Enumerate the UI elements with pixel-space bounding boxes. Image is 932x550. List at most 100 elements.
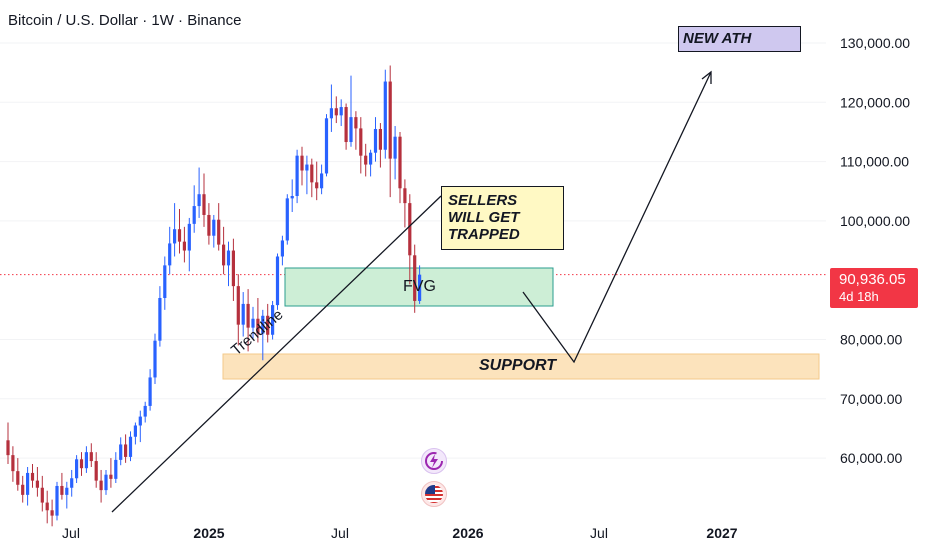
candle-body: [124, 444, 128, 457]
candle-body: [148, 377, 152, 406]
candle-body: [222, 244, 226, 266]
chart-title: Bitcoin / U.S. Dollar · 1W · Binance: [8, 12, 242, 29]
candle-body: [50, 510, 54, 516]
new-ath-note[interactable]: NEW ATH: [678, 26, 801, 52]
candle-body: [55, 485, 59, 516]
support-zone[interactable]: [222, 353, 820, 380]
candle-body: [280, 240, 284, 257]
candle-body: [359, 128, 363, 156]
candle-body: [21, 484, 25, 495]
candle-body: [84, 452, 88, 469]
x-tick-label: Jul: [590, 525, 608, 541]
candle-body: [119, 444, 123, 460]
x-tick-label: 2025: [193, 525, 224, 541]
candle-body: [315, 182, 319, 189]
sellers-trapped-text: SELLERS WILL GET TRAPPED: [448, 192, 520, 243]
candle-body: [133, 425, 137, 437]
candle-body: [65, 487, 69, 495]
candle-body: [109, 474, 113, 479]
candle-body: [168, 243, 172, 266]
trendline[interactable]: [111, 195, 442, 513]
candle-body: [334, 108, 338, 116]
candle-body: [373, 128, 378, 153]
candle-body: [310, 164, 314, 183]
candle-body: [246, 303, 250, 328]
candle-body: [187, 223, 191, 251]
candle-body: [285, 198, 289, 241]
candle-body: [153, 340, 157, 378]
candle-body: [104, 474, 108, 491]
candle-body: [60, 485, 64, 495]
candle-body: [251, 318, 255, 328]
x-axis: Jul 2025 Jul 2026 Jul 2027: [62, 525, 738, 541]
y-tick-label: 60,000.00: [840, 450, 902, 466]
candle-body: [138, 416, 142, 426]
candle-body: [182, 241, 186, 251]
candle-countdown: 4d 18h: [839, 289, 879, 304]
candle-body: [364, 155, 368, 165]
candle-body: [393, 136, 397, 159]
candle-body: [79, 459, 84, 469]
candle-body: [398, 136, 402, 189]
candle-body: [89, 452, 93, 462]
candle-body: [300, 155, 304, 171]
candle-body: [6, 440, 10, 456]
candle-body: [266, 315, 270, 335]
candle-body: [114, 459, 118, 479]
candle-body: [320, 173, 324, 189]
candle-body: [26, 472, 30, 495]
candle-body: [173, 229, 177, 244]
candle-body: [383, 81, 387, 150]
x-tick-label: 2027: [706, 525, 737, 541]
candle-body: [388, 81, 392, 159]
candle-body: [413, 255, 417, 301]
x-tick-label: 2026: [452, 525, 483, 541]
candle-body: [192, 206, 196, 224]
candle-body: [241, 303, 245, 325]
support-label: SUPPORT: [479, 357, 557, 374]
candle-body: [403, 188, 407, 204]
projection-path[interactable]: [522, 71, 712, 364]
current-price: 90,936.05: [839, 271, 906, 288]
candle-body: [344, 107, 348, 143]
sellers-trapped-note[interactable]: SELLERS WILL GET TRAPPED: [441, 186, 564, 250]
candle-body: [378, 128, 382, 150]
candle-body: [45, 502, 49, 511]
new-ath-text: NEW ATH: [683, 30, 752, 47]
candle-body: [94, 461, 98, 481]
candles: [6, 65, 422, 527]
candle-body: [324, 118, 329, 174]
x-tick-label: Jul: [62, 525, 80, 541]
candle-body: [16, 471, 20, 485]
candle-body: [369, 152, 373, 165]
y-axis: 130,000.00 120,000.00 110,000.00 100,000.00…: [840, 35, 910, 466]
candle-body: [329, 108, 333, 119]
candle-body: [261, 315, 265, 334]
us-flag-icon[interactable]: [421, 481, 447, 507]
candle-body: [70, 478, 74, 488]
candle-body: [197, 194, 201, 207]
candle-body: [290, 195, 294, 199]
candle-body: [202, 194, 206, 215]
candle-body: [408, 203, 412, 256]
projection-arrowhead: [701, 70, 712, 84]
candle-body: [271, 305, 275, 335]
candle-body: [305, 164, 309, 171]
lightning-icon[interactable]: [421, 448, 447, 474]
y-tick-label: 100,000.00: [840, 213, 910, 229]
y-tick-label: 110,000.00: [840, 154, 909, 170]
candle-body: [99, 480, 103, 491]
candle-body: [349, 117, 353, 143]
candle-body: [295, 155, 299, 196]
candle-body: [143, 405, 147, 417]
grid: [0, 42, 826, 459]
candle-body: [163, 265, 167, 298]
y-tick-label: 130,000.00: [840, 35, 910, 51]
candle-body: [236, 286, 240, 325]
fvg-label: FVG: [403, 278, 436, 295]
candle-body: [158, 297, 162, 341]
candle-body: [231, 250, 235, 287]
candle-body: [212, 219, 216, 236]
candle-body: [256, 318, 260, 334]
